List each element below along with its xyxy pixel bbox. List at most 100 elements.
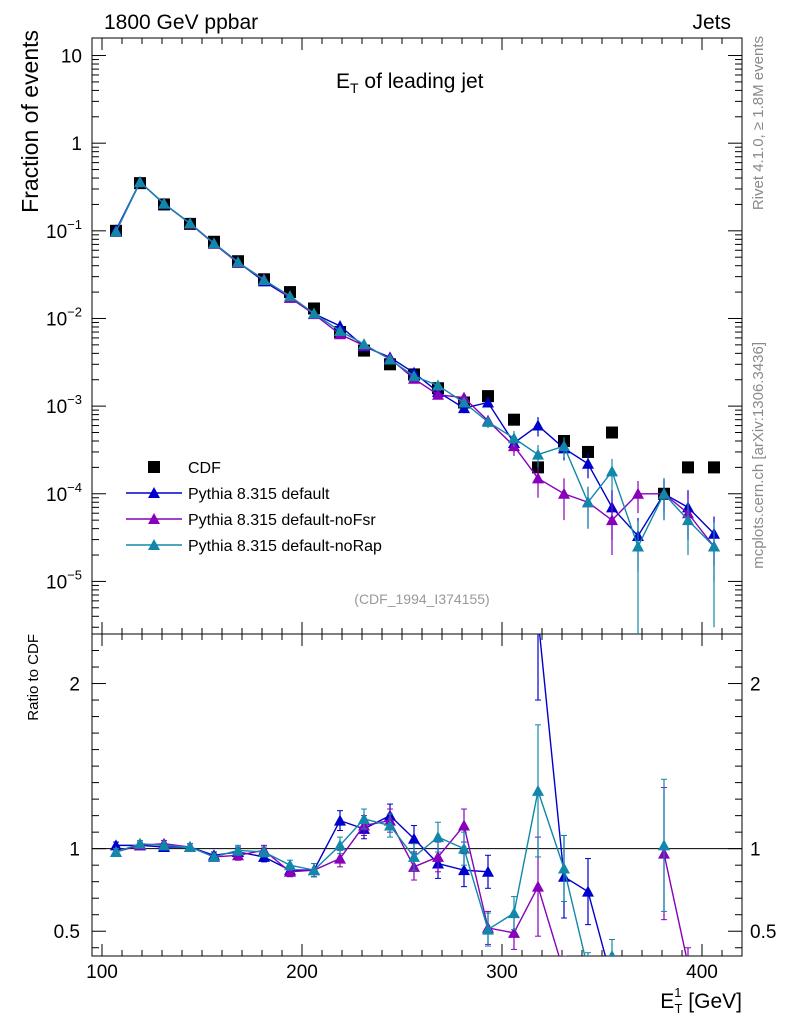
data-point-pythia-8-315-default (482, 396, 494, 408)
header-left: 1800 GeV ppbar (104, 11, 258, 34)
x-tick-label: 100 (86, 962, 118, 983)
data-point-pythia-8-315-default-nofsr (432, 388, 444, 400)
data-point-pythia-8-315-default-norap (432, 379, 444, 391)
data-point-pythia-8-315-default-norap (658, 487, 670, 499)
ratio-point-pythia-8-315-default-norap (582, 963, 594, 974)
ratio-point-pythia-8-315-default-norap (508, 907, 520, 919)
ratio-point-pythia-8-315-default-norap (184, 841, 196, 853)
ratio-line-pythia-8-315-default (116, 814, 489, 873)
ratio-point-pythia-8-315-default-norap (358, 812, 370, 824)
cdf-data-point (682, 461, 694, 474)
legend-marker-pythia-8-315-default (148, 487, 160, 498)
x-axis-label-main: E (660, 990, 674, 1013)
header-right: Jets (692, 11, 731, 34)
y-tick-label: 1 (71, 134, 82, 155)
main-axis-ticks: 10 1 10−1 10−2 10−3 10−4 10−5 (46, 38, 743, 628)
legend-marker-cdf (148, 461, 160, 473)
data-point-pythia-8-315-default-norap (632, 540, 644, 552)
data-point-pythia-8-315-default-norap (334, 324, 346, 336)
x-tick-label: 200 (286, 962, 318, 983)
ratio-point-pythia-8-315-default-norap (258, 845, 270, 857)
x-axis-label-sup: 1 (674, 985, 681, 1000)
ratio-series-layer (110, 634, 691, 986)
data-point-pythia-8-315-default-norap (532, 448, 544, 460)
data-point-pythia-8-315-default-norap (384, 353, 396, 365)
ratio-point-pythia-8-315-default-nofsr (532, 880, 544, 892)
ratio-point-pythia-8-315-default-norap (432, 831, 444, 843)
rivet-label: Rivet 4.1.0, ≥ 1.8M events (750, 36, 767, 210)
data-point-pythia-8-315-default-norap (458, 396, 470, 408)
ratio-point-pythia-8-315-default-norap (232, 844, 244, 856)
data-point-pythia-8-315-default-norap (358, 338, 370, 350)
ratio-line-pythia-8-315-default (538, 634, 607, 956)
data-point-pythia-8-315-default-norap (208, 237, 220, 249)
x-axis-label: E1 T [GeV] (660, 985, 742, 1016)
legend: CDF Pythia 8.315 default Pythia 8.315 defa… (126, 460, 382, 555)
ratio-point-pythia-8-315-default-nofsr (458, 819, 470, 831)
y-tick-label: 10−3 (46, 392, 82, 418)
data-point-pythia-8-315-default-norap (558, 440, 570, 452)
data-point-pythia-8-315-default-norap (482, 415, 494, 427)
ratio-point-pythia-8-315-default-norap (334, 839, 346, 851)
legend-label-pythia-8-315-default-norap: Pythia 8.315 default-noRap (188, 538, 382, 555)
ratio-point-pythia-8-315-default (334, 814, 346, 826)
legend-label-pythia-8-315-default-nofsr: Pythia 8.315 default-noFsr (188, 512, 376, 529)
data-point-pythia-8-315-default-norap (158, 197, 170, 209)
data-point-pythia-8-315-default-norap (408, 370, 420, 382)
data-point-pythia-8-315-default-norap (682, 514, 694, 526)
ratio-point-pythia-8-315-default-norap (158, 839, 170, 851)
ratio-point-pythia-8-315-default-norap (532, 784, 544, 796)
y-tick-label: 10−2 (46, 304, 82, 330)
ratio-y-axis-label: Ratio to CDF (25, 634, 42, 721)
ratio-axis-ticks: 100 200 300 400 0.5 0.5 1 1 2 2 (54, 622, 776, 983)
cdf-data-point (482, 390, 494, 403)
ratio-y-tick-label: 2 (69, 675, 80, 696)
ratio-point-pythia-8-315-default (408, 832, 420, 844)
data-point-pythia-8-315-default-norap (134, 176, 146, 188)
main-series-layer (110, 176, 720, 634)
legend-marker-pythia-8-315-default-nofsr (148, 513, 160, 524)
y-axis-label: Fraction of events (17, 30, 43, 213)
ratio-y-tick-label-right: 1 (750, 840, 761, 861)
ratio-point-pythia-8-315-default-norap (558, 862, 570, 874)
ratio-point-pythia-8-315-default-nofsr (284, 865, 296, 877)
data-point-pythia-8-315-default-norap (308, 307, 320, 319)
plot-title: ET of leading jet (336, 70, 484, 96)
analysis-watermark: (CDF_1994_I374155) (354, 591, 489, 607)
ratio-point-pythia-8-315-default-norap (482, 923, 494, 935)
ratio-point-pythia-8-315-default-nofsr (558, 967, 570, 978)
ratio-point-pythia-8-315-default-nofsr (432, 850, 444, 862)
ratio-point-pythia-8-315-default (606, 975, 618, 986)
data-point-pythia-8-315-default-norap (184, 217, 196, 229)
data-point-pythia-8-315-default-norap (508, 432, 520, 444)
data-point-pythia-8-315-default-norap (110, 225, 122, 237)
ratio-point-pythia-8-315-default-norap (134, 837, 146, 849)
data-point-pythia-8-315-default (582, 457, 594, 469)
plot-title-rest: of leading jet (359, 70, 484, 93)
data-point-pythia-8-315-default-norap (708, 540, 720, 552)
data-point-pythia-8-315-default (458, 402, 470, 414)
ratio-point-pythia-8-315-default-norap (208, 850, 220, 862)
mcplots-label: mcplots.cern.ch [arXiv:1306.3436] (750, 342, 767, 569)
cdf-data-point (582, 445, 594, 458)
ratio-point-pythia-8-315-default-nofsr (334, 852, 346, 864)
plot-title-sub: T (350, 80, 359, 96)
legend-label-pythia-8-315-default: Pythia 8.315 default (188, 486, 330, 503)
ratio-point-pythia-8-315-default-norap (408, 850, 420, 862)
y-tick-label: 10−5 (46, 567, 82, 593)
data-point-pythia-8-315-default-norap (232, 256, 244, 268)
ratio-y-tick-label-right: 0.5 (750, 922, 776, 943)
ratio-point-pythia-8-315-default (482, 865, 494, 877)
data-point-pythia-8-315-default-norap (606, 465, 618, 477)
legend-marker-pythia-8-315-default-norap (148, 539, 160, 550)
ratio-point-pythia-8-315-default-nofsr (508, 926, 520, 938)
data-point-pythia-8-315-default-nofsr (632, 487, 644, 499)
ratio-point-pythia-8-315-default-norap (308, 864, 320, 876)
ratio-point-pythia-8-315-default (582, 885, 594, 897)
ratio-line-pythia-8-315-default-nofsr (663, 853, 687, 956)
ratio-point-pythia-8-315-default-norap (658, 839, 670, 851)
ratio-point-pythia-8-315-default-norap (110, 845, 122, 857)
ratio-point-pythia-8-315-default-norap (384, 819, 396, 831)
series-line-pythia-8-315-default (115, 180, 715, 538)
